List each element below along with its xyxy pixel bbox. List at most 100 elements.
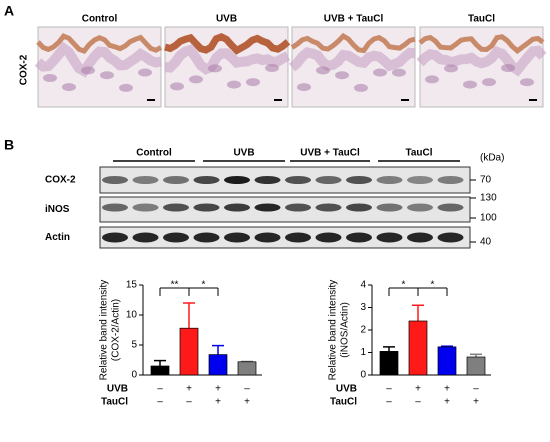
cell-cluster [119, 83, 133, 92]
cell-cluster [189, 75, 203, 84]
epidermis [290, 32, 416, 54]
blot-band [224, 232, 250, 243]
blot-band [224, 203, 250, 212]
cell-cluster [297, 83, 311, 92]
treatment: – [157, 384, 163, 395]
cell-cluster [81, 66, 95, 75]
y-tick-label: 3 [360, 302, 366, 313]
treatment: – [157, 397, 163, 408]
bar [408, 320, 428, 376]
group-label: TauCl [405, 148, 432, 159]
row-label: TauCl [330, 397, 357, 408]
blot-band [193, 232, 220, 243]
dermis [416, 45, 547, 77]
epidermis [164, 32, 291, 55]
blot-band [132, 232, 159, 243]
row-label: UVB [336, 384, 357, 395]
blot-band [163, 232, 189, 243]
treatment: + [415, 384, 421, 395]
bar [466, 356, 486, 376]
blot-band [163, 203, 189, 212]
cell-cluster [227, 80, 241, 89]
blot-band [437, 176, 464, 184]
bar [208, 354, 228, 376]
group-label: UVB + TauCl [324, 14, 384, 25]
y-axis-label: (COX-2/Actin) [111, 299, 122, 361]
marker-label: 100 [480, 213, 497, 224]
cell-cluster [501, 64, 515, 73]
cell-cluster [373, 68, 387, 77]
blot-band [224, 176, 250, 184]
epidermis [36, 33, 163, 54]
blot-band [285, 203, 311, 212]
group-label: UVB [216, 14, 237, 25]
cell-cluster [482, 78, 496, 87]
blot-band [315, 203, 342, 212]
row-label: TauCl [101, 397, 128, 408]
blot-label: COX-2 [45, 175, 76, 186]
group-label: UVB [233, 148, 254, 159]
treatment: + [444, 397, 450, 408]
marker-label: 130 [480, 193, 497, 204]
cell-cluster [316, 66, 330, 75]
group-label: UVB + TauCl [300, 148, 360, 159]
significance: ** [171, 280, 179, 291]
treatment: + [473, 397, 479, 408]
y-tick-label: 0 [131, 370, 137, 381]
marker-label: 40 [480, 237, 492, 248]
treatment: – [186, 397, 192, 408]
blot-band [346, 176, 372, 184]
treatment: + [215, 397, 221, 408]
cell-cluster [43, 74, 57, 82]
y-tick-label: 0 [360, 370, 366, 381]
y-tick-label: 5 [131, 340, 137, 351]
cell-cluster [170, 82, 184, 91]
group-label: TauCl [468, 14, 495, 25]
blot-band [437, 203, 464, 212]
dermis [34, 41, 162, 78]
blot-band [376, 176, 403, 184]
blot-band [407, 176, 433, 184]
blot-band [285, 176, 311, 184]
cell-cluster [520, 78, 534, 87]
blot-band [193, 203, 220, 212]
dermis [164, 44, 291, 75]
cell-cluster [335, 71, 349, 80]
blot-band [346, 232, 372, 243]
cell-cluster [354, 83, 368, 92]
blot-band [163, 176, 189, 184]
treatment: + [186, 384, 192, 395]
group-label: Control [82, 14, 118, 25]
dermis [288, 46, 416, 72]
significance: * [431, 280, 435, 291]
blot-band [376, 203, 403, 212]
blot-band [346, 203, 372, 212]
bar [379, 351, 399, 376]
blot-band [407, 203, 433, 212]
blot-band [102, 232, 128, 243]
treatment: + [244, 397, 250, 408]
treatment: – [244, 384, 250, 395]
blot-strip [99, 196, 471, 223]
blot-band [254, 176, 281, 184]
treatment: – [386, 384, 392, 395]
blot-band [132, 203, 159, 212]
y-tick-label: 2 [360, 325, 366, 336]
blot-label: iNOS [45, 204, 70, 215]
blot-band [285, 232, 311, 243]
y-axis-label: Relative band intensity [328, 280, 339, 381]
blot-band [102, 203, 128, 212]
significance: * [202, 280, 206, 291]
blot-band [254, 232, 281, 243]
blot-band [254, 203, 281, 212]
bar [237, 361, 257, 376]
bar [150, 365, 170, 376]
y-tick-label: 10 [126, 310, 138, 321]
blot-band [315, 232, 342, 243]
y-tick-label: 1 [360, 347, 366, 358]
cell-cluster [463, 80, 477, 89]
blot-band [102, 176, 128, 184]
cell-cluster [62, 83, 76, 92]
treatment: – [415, 397, 421, 408]
y-axis-label: (iNOS/Actin) [340, 302, 351, 358]
